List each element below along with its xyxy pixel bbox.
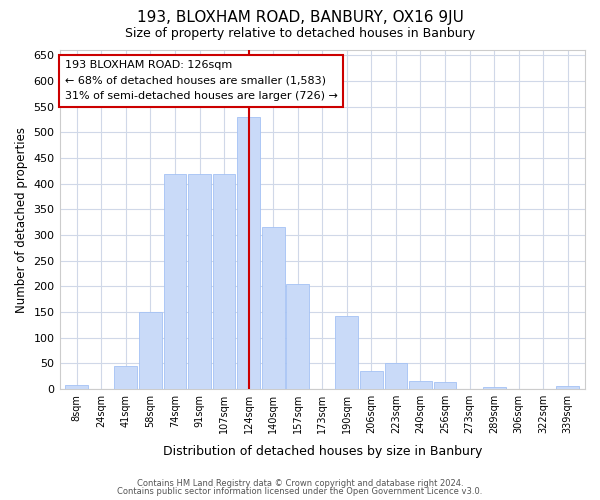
Bar (164, 174, 187, 389)
Text: Contains public sector information licensed under the Open Government Licence v3: Contains public sector information licen… (118, 487, 482, 496)
Bar (335, 316, 358, 389)
Y-axis label: Number of detached properties: Number of detached properties (15, 126, 28, 312)
Bar (139, 312, 162, 389)
X-axis label: Distribution of detached houses by size in Banbury: Distribution of detached houses by size … (163, 444, 482, 458)
Bar (65, 385, 88, 389)
Text: Size of property relative to detached houses in Banbury: Size of property relative to detached ho… (125, 28, 475, 40)
Bar (483, 386, 506, 389)
Text: Contains HM Land Registry data © Crown copyright and database right 2024.: Contains HM Land Registry data © Crown c… (137, 478, 463, 488)
Bar (409, 382, 432, 389)
Bar (286, 284, 309, 389)
Bar (188, 174, 211, 389)
Text: 193 BLOXHAM ROAD: 126sqm
← 68% of detached houses are smaller (1,583)
31% of sem: 193 BLOXHAM ROAD: 126sqm ← 68% of detach… (65, 60, 338, 102)
Bar (556, 386, 579, 389)
Bar (385, 364, 407, 389)
Bar (360, 371, 383, 389)
Bar (212, 174, 235, 389)
Bar (237, 117, 260, 389)
Bar (434, 382, 457, 389)
Bar (115, 366, 137, 389)
Text: 193, BLOXHAM ROAD, BANBURY, OX16 9JU: 193, BLOXHAM ROAD, BANBURY, OX16 9JU (137, 10, 463, 25)
Bar (262, 228, 284, 389)
